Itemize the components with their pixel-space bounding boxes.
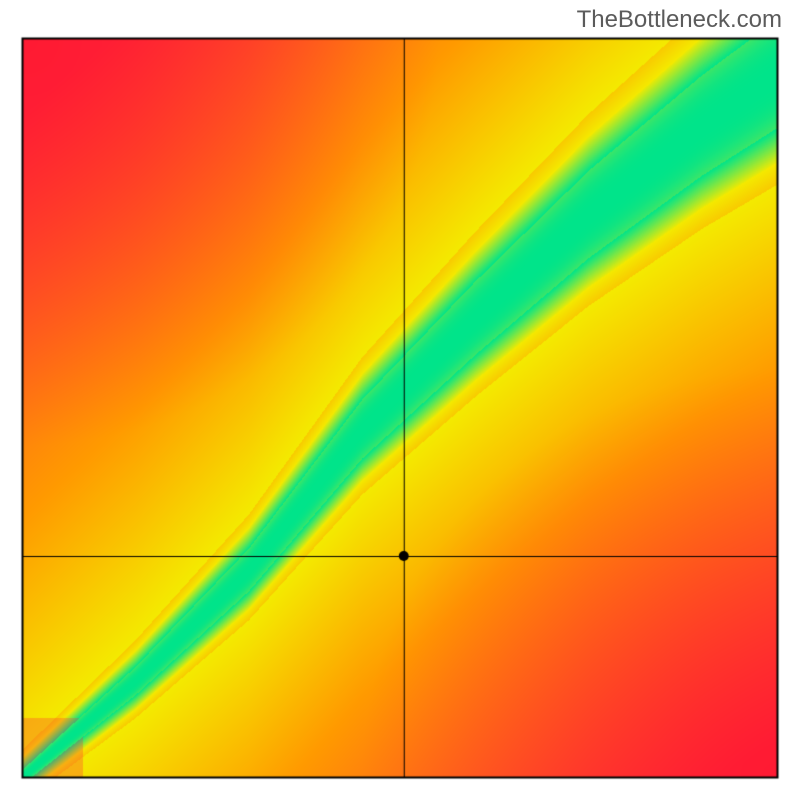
heatmap-canvas xyxy=(0,0,800,800)
chart-container: TheBottleneck.com xyxy=(0,0,800,800)
watermark-text: TheBottleneck.com xyxy=(577,6,782,34)
